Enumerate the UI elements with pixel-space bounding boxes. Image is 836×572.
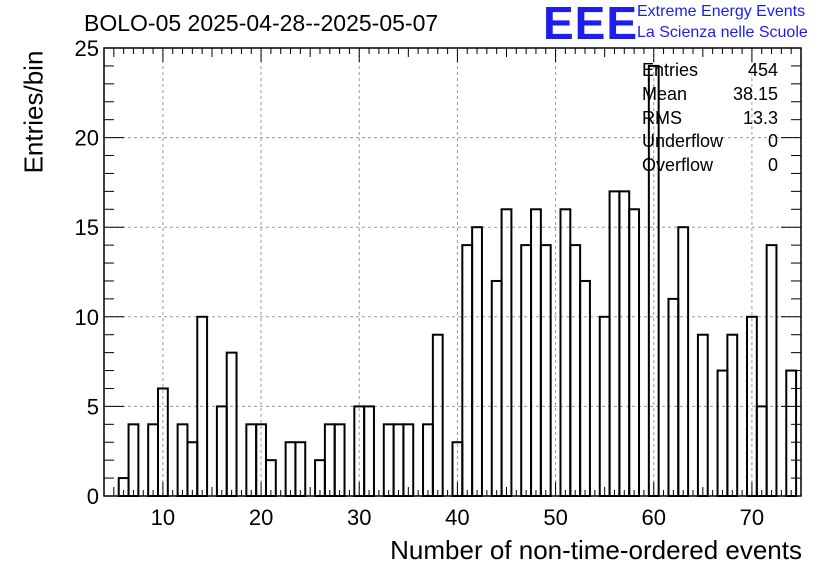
- histogram-bin: [225, 351, 238, 498]
- y-tick-label: 0: [87, 484, 99, 509]
- histogram-bin: [608, 190, 621, 498]
- histogram-bin: [363, 405, 375, 497]
- histogram-bin: [215, 405, 228, 497]
- x-axis-label: Number of non-time-ordered events: [390, 535, 802, 565]
- x-tick-label: 70: [740, 505, 764, 530]
- plot-frame: [103, 47, 802, 497]
- histogram-bin: [461, 244, 474, 497]
- y-axis-label: Entries/bin: [18, 50, 49, 174]
- stat-entries-value: 454: [747, 60, 778, 80]
- histogram-bin: [127, 423, 140, 498]
- stat-overflow-label: Overflow: [642, 155, 714, 176]
- x-tick-label: 40: [445, 505, 469, 530]
- eee-logo-mark: EEE: [543, 0, 639, 49]
- histogram-bin: [500, 208, 513, 497]
- histogram-bin: [530, 208, 542, 497]
- histogram-bin: [765, 244, 778, 497]
- stat-overflow-value: 0: [767, 155, 778, 176]
- histogram-bin: [245, 423, 258, 498]
- stat-mean: Mean 38.15: [642, 83, 778, 107]
- histogram-bin: [559, 208, 572, 497]
- x-tick-label: 10: [151, 505, 175, 530]
- histogram-bin: [785, 369, 798, 497]
- histogram-bin: [628, 208, 641, 497]
- histogram-bin: [402, 423, 415, 498]
- histogram-bin: [333, 423, 346, 498]
- stat-entries: Entries 454: [642, 59, 778, 83]
- histogram-bin: [618, 190, 631, 498]
- x-tick-label: 20: [249, 505, 273, 530]
- histogram-bin: [431, 333, 444, 497]
- y-tick-label: 20: [75, 126, 99, 151]
- histogram-bin: [323, 423, 336, 498]
- y-tick-label: 25: [75, 36, 99, 61]
- histogram-bin: [392, 423, 405, 498]
- y-tick-label: 15: [75, 215, 99, 240]
- y-tick-label: 5: [87, 394, 99, 419]
- x-tick-label: 60: [642, 505, 666, 530]
- plot-title: BOLO-05 2025-04-28--2025-05-07: [84, 10, 439, 36]
- histogram-bin: [186, 441, 199, 497]
- stat-underflow-label: Underflow: [642, 131, 724, 152]
- histogram-bin: [539, 244, 552, 497]
- histogram-bin: [755, 405, 768, 497]
- stat-rms-value: 13.3: [742, 107, 778, 128]
- stat-underflow: Underflow 0: [642, 130, 778, 154]
- eee-logo-line2: La Scienza nelle Scuole: [637, 24, 808, 41]
- histogram-bin: [520, 244, 533, 497]
- stat-mean-label: Mean: [642, 83, 688, 104]
- stats-box: Entries 454 Mean 38.15 RMS 13.3 Underflo…: [642, 59, 778, 178]
- x-tick-label: 30: [347, 505, 371, 530]
- histogram-bin: [471, 226, 483, 497]
- histogram-bin: [569, 244, 582, 497]
- histogram-bin: [696, 333, 709, 497]
- histogram-bin: [284, 441, 297, 497]
- stat-entries-label: Entries: [642, 60, 699, 80]
- stat-underflow-value: 0: [767, 131, 778, 152]
- histogram-bin: [382, 423, 395, 498]
- histogram-bin: [422, 423, 434, 498]
- histogram-bin: [490, 279, 503, 497]
- stat-mean-value: 38.15: [732, 83, 778, 104]
- histogram-bin: [294, 441, 307, 497]
- histogram-bin: [147, 423, 159, 498]
- histogram-bin: [667, 297, 680, 497]
- histogram-bin: [176, 423, 189, 498]
- stat-rms-label: RMS: [642, 107, 682, 128]
- y-tick-label: 10: [75, 305, 99, 330]
- eee-logo-line1: Extreme Energy Events: [637, 3, 806, 20]
- x-tick-label: 50: [543, 505, 567, 530]
- stat-rms: RMS 13.3: [642, 107, 778, 131]
- histogram-bin: [716, 369, 729, 497]
- histogram-bin: [579, 279, 591, 497]
- stat-overflow: Overflow 0: [642, 154, 778, 178]
- histogram-bin: [726, 333, 739, 497]
- histogram-bin: [677, 226, 690, 497]
